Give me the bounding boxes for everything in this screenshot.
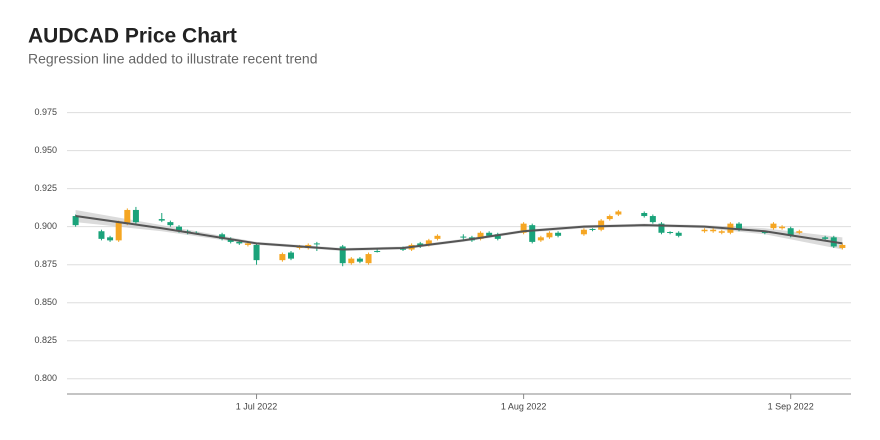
candle-body [710,229,717,232]
candle-body [313,243,320,245]
candle-body [339,246,346,264]
candle-body [546,232,553,238]
candle-body [718,231,725,233]
candle-body [400,248,406,250]
candle-body [520,223,527,233]
candle-body [460,236,467,238]
candle-body [477,232,484,239]
candle-body [555,232,562,236]
candle-body [365,254,372,264]
candle-body [236,241,243,244]
y-tick-label: 0.825 [34,335,57,345]
chart-title: AUDCAD Price Chart [28,25,237,48]
candle-body [675,232,682,236]
candle-body [288,252,294,259]
candle-body [641,212,648,217]
y-tick-label: 0.925 [34,183,57,193]
candle-body [176,226,182,232]
candle-body [486,232,493,236]
candle-body [770,223,777,229]
candle-body [374,251,381,253]
candle-body [219,234,226,239]
regression-line [75,215,843,251]
candle-body [787,228,794,236]
candle-body [167,222,174,226]
candle-body [158,219,165,221]
candle-body [253,244,260,261]
y-tick-label: 0.975 [34,107,57,117]
candle-body [72,216,79,226]
candle-body [649,216,656,223]
candle-body [589,228,596,230]
y-tick-label: 0.900 [34,221,57,231]
y-tick-label: 0.950 [34,145,57,155]
candle-body [348,258,355,264]
candle-body [736,223,742,230]
x-tick-label: 1 Jul 2022 [236,401,278,411]
candle-body [98,231,105,239]
candle-body [580,229,587,235]
candle-body [667,232,674,234]
candle-body [701,229,708,232]
candle-body [132,209,139,223]
candle-body [537,237,544,241]
candle-body [494,234,501,239]
candle-body [606,216,613,220]
candle-body [658,223,665,233]
y-tick-label: 0.800 [34,373,57,383]
candle-body [434,235,441,239]
y-tick-label: 0.875 [34,259,57,269]
candle-body [244,243,251,245]
candle-body [796,231,803,233]
candle-body [822,237,829,239]
x-tick-label: 1 Sep 2022 [768,401,814,411]
candle-body [227,238,234,242]
y-tick-label: 0.850 [34,297,57,307]
chart-subtitle: Regression line added to illustrate rece… [28,51,318,67]
candle-body [425,240,432,245]
candle-body [124,209,131,224]
candle-body [615,211,622,215]
candle-body [279,254,286,261]
candle-body [107,237,114,241]
candle-body [598,220,605,230]
candle-body [356,258,363,262]
candle-body [779,226,786,229]
candle-body [115,222,122,241]
candle-body [761,232,768,234]
candle-body [529,225,536,242]
candle-body [839,244,846,248]
x-tick-label: 1 Aug 2022 [501,401,547,411]
confidence-band [75,209,843,252]
